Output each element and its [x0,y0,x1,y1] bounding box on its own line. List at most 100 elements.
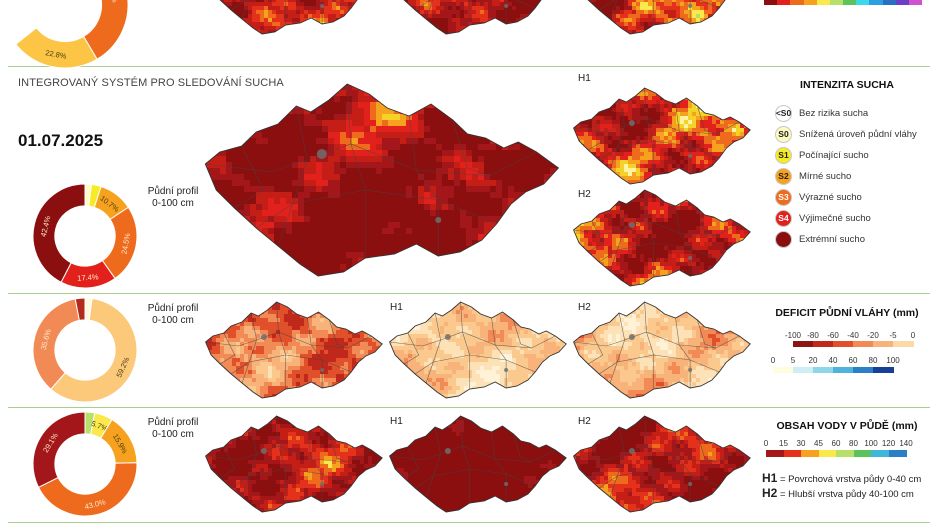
region-border [241,312,257,384]
scale-tick-label: 30 [796,439,806,448]
top-legend-scale [764,0,923,5]
severity-badge: S3 [775,188,792,206]
region-border [408,115,439,256]
country-outline [573,189,751,287]
donut-slice [82,0,129,60]
intensity-legend-item: S5 Extrémní sucho [775,230,865,248]
intensity-legend-item: S2 Mírné sucho [775,167,851,185]
region-border [675,431,691,502]
map-water-h2 [573,415,751,513]
region-border [414,354,536,375]
scale-swatch [853,450,872,457]
scale-swatch [882,0,896,5]
scale-swatch [803,0,817,5]
region-border [697,433,716,463]
country-outline [389,415,567,513]
city-brno [504,482,509,486]
report-date: 01.07.2025 [18,131,104,150]
region-border [697,319,716,349]
severity-label: Mírné sucho [799,170,852,182]
region-border [307,317,323,388]
scale-swatch [801,450,819,457]
scale-swatch [818,450,837,457]
severity-label: Bez rizika sucha [799,107,869,119]
donut-slice [50,297,138,403]
map-water-h1 [389,415,567,513]
region-border [414,468,536,489]
scale-swatch [813,341,834,347]
city-brno [688,4,693,8]
scale-swatch [766,450,784,457]
country-outline [573,87,751,185]
region-border [697,207,716,237]
scale-swatch [843,0,857,5]
city-prague [260,334,267,340]
region-border [346,84,366,258]
region-border [425,312,441,384]
region-border [241,0,257,20]
severity-label: Výrazné sucho [799,191,862,203]
scale-swatch [829,0,844,5]
scale-tick-label: -40 [847,331,859,340]
region-border [675,205,691,276]
scale-tick-label: 100 [886,356,900,365]
city-brno [320,482,325,486]
map-raster [573,0,751,34]
map-top-cut [389,0,567,35]
scale-swatch [853,367,874,373]
region-border [598,354,720,375]
map-top-cut [205,0,383,35]
city-prague [628,334,635,340]
city-prague [628,120,635,126]
scale-tick-label: 60 [831,439,841,448]
region-border [491,0,507,24]
scale-tick-label: 140 [899,439,913,448]
scale-swatch [893,341,914,347]
donut-chart-deficit: 59.2%35.6% [32,297,138,403]
region-border [460,416,471,503]
scale-tick-label: 80 [849,439,858,448]
scale-tick-label: -5 [889,331,897,340]
donut-chart-intensity: 10.7%24.5%17.4%42.4% [32,183,138,289]
region-border [598,242,720,263]
region-border [609,312,625,384]
country-outline [205,301,383,399]
city-brno [688,368,693,372]
severity-badge: S2 [775,167,792,185]
scale-swatch [895,0,909,5]
severity-label: Výjimečné sucho [799,212,871,224]
region-border [675,103,691,174]
h2-label: H2 [578,302,591,313]
region-border [644,88,655,175]
map-raster [205,84,559,276]
region-border [588,332,604,365]
region-border [675,317,691,388]
region-border [230,0,352,11]
country-outline [205,415,383,513]
region-border [404,332,420,365]
scale-tick-label: -20 [867,331,879,340]
region-border [609,426,625,498]
donut-slice [37,462,138,517]
region-border [414,0,536,11]
intensity-legend-item: S0 Snížená úroveň půdní vláhy [775,125,917,143]
scale-tick-label: 45 [814,439,823,448]
horizon-h2-text: = Hlubší vrstva půdy 40-100 cm [777,489,914,500]
donut-slice-label: 17.4% [77,272,99,282]
profile-label-line-1: Půdní profil [147,186,199,197]
h2-label: H2 [578,416,591,427]
map-raster [205,0,383,34]
region-border [588,220,604,253]
scale-tick-label: 60 [848,356,858,365]
map-intensity-h1 [573,87,751,185]
scale-swatch [908,0,923,5]
row-separator [8,407,930,408]
donut-slice-label: 41.5% [105,0,119,4]
horizon-h2-description: H2 = Hlubší vrstva půdy 40-100 cm [762,486,914,500]
scale-tick-label: -100 [784,331,802,340]
region-border [460,0,471,25]
region-border [598,140,720,161]
region-border [644,416,655,503]
region-border [588,446,604,479]
region-border [425,426,441,498]
